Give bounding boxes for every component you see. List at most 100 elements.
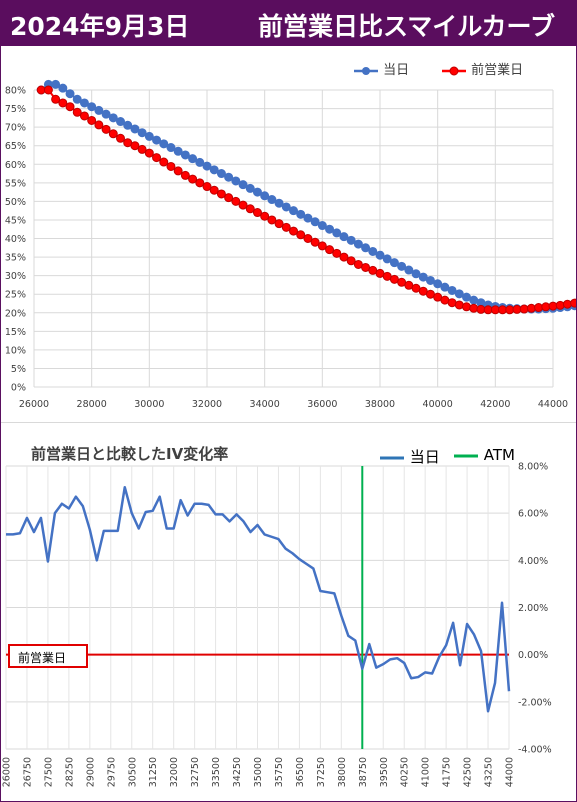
x-tick-label: 28000 — [77, 399, 107, 410]
data-point-today — [274, 198, 284, 208]
x-tick-label: 31250 — [148, 757, 159, 787]
data-point-today — [310, 217, 320, 227]
data-point-today — [418, 272, 428, 282]
data-point-prev — [570, 298, 576, 308]
data-point-today — [289, 206, 298, 216]
data-point-prev — [555, 300, 565, 310]
y-tick-label: 10% — [5, 345, 26, 356]
iv-change-title: 前営業日と比較したIV変化率 — [31, 445, 229, 463]
x-tick-label: 38000 — [365, 399, 395, 410]
data-point-prev — [173, 166, 183, 176]
data-point-prev — [202, 182, 212, 192]
x-tick-label: 38750 — [358, 757, 369, 787]
data-point-prev — [209, 185, 219, 195]
series-line-iv-change — [6, 485, 511, 713]
data-point-prev — [79, 111, 89, 121]
data-point-today — [317, 221, 327, 231]
data-point-prev — [325, 245, 335, 255]
data-point-today — [281, 202, 291, 212]
data-point-prev — [195, 178, 205, 188]
y-tick-label: 0.00% — [518, 650, 548, 661]
data-point-prev — [116, 133, 125, 143]
x-tick-label: 36000 — [307, 399, 337, 410]
data-point-prev — [289, 226, 298, 236]
y-tick-label: 75% — [5, 104, 26, 115]
legend-today: 当日 — [353, 59, 409, 78]
data-point-prev — [260, 211, 270, 221]
data-point-prev — [94, 120, 104, 130]
data-point-prev — [166, 161, 176, 171]
x-tick-label: 34250 — [232, 757, 243, 787]
data-point-today — [339, 232, 349, 242]
x-tick-label: 41750 — [442, 757, 453, 787]
x-tick-label: 40250 — [400, 757, 411, 787]
data-point-prev — [274, 219, 284, 229]
data-point-today — [51, 79, 61, 89]
data-point-prev — [152, 153, 162, 163]
x-tick-label: 42500 — [463, 757, 474, 787]
data-point-prev — [281, 222, 291, 232]
legend-prev-marker — [442, 66, 466, 75]
data-point-prev — [454, 300, 464, 310]
y-tick-label: 4.00% — [518, 556, 548, 567]
x-tick-label: 44000 — [505, 757, 516, 787]
data-point-prev — [87, 115, 97, 125]
data-point-today — [303, 213, 313, 223]
data-point-prev — [332, 248, 342, 258]
data-point-today — [58, 83, 68, 93]
data-point-today — [231, 176, 241, 186]
legend-prev: 前営業日 — [441, 59, 523, 78]
y-tick-label: 6.00% — [518, 509, 548, 520]
header-bar: 2024年9月3日 前営業日比スマイルカーブ — [0, 0, 577, 46]
data-point-prev — [317, 241, 327, 251]
data-point-today — [159, 139, 169, 149]
y-tick-label: 30% — [5, 271, 26, 282]
report-date: 2024年9月3日 — [10, 12, 190, 41]
data-point-prev — [252, 208, 262, 218]
y-tick-label: 80% — [5, 86, 26, 97]
data-point-today — [440, 282, 450, 292]
data-point-today — [454, 289, 464, 299]
legend2-today-marker — [380, 456, 404, 459]
data-point-prev — [562, 299, 572, 309]
x-tick-label: 38000 — [337, 757, 348, 787]
data-point-prev — [108, 129, 118, 139]
y-tick-label: 2.00% — [518, 603, 548, 614]
data-point-today — [137, 128, 147, 138]
data-point-prev — [267, 215, 277, 225]
data-point-prev — [231, 196, 241, 206]
prev-day-label: 前営業日 — [8, 644, 88, 668]
data-point-today — [375, 250, 385, 260]
x-tick-label: 26750 — [22, 757, 33, 787]
data-point-prev — [72, 107, 82, 117]
data-point-today — [195, 157, 205, 167]
data-point-today — [224, 172, 234, 182]
data-point-prev — [188, 174, 198, 184]
y-tick-label: 8.00% — [518, 462, 548, 473]
y-tick-label: 50% — [5, 197, 26, 208]
data-point-today — [404, 265, 414, 275]
data-point-today — [238, 180, 248, 190]
data-point-prev — [346, 256, 356, 266]
y-tick-label: 40% — [5, 234, 26, 245]
data-point-today — [209, 165, 219, 175]
data-point-today — [389, 258, 399, 268]
y-tick-label: 15% — [5, 327, 26, 338]
data-point-today — [346, 235, 356, 245]
data-point-today — [202, 161, 212, 171]
data-point-today — [411, 269, 421, 279]
x-tick-label: 32750 — [190, 757, 201, 787]
legend2-atm: ATM — [453, 446, 515, 464]
data-point-today — [188, 154, 198, 164]
x-tick-label: 26000 — [19, 399, 49, 410]
data-point-today — [332, 228, 342, 238]
data-point-today — [65, 89, 75, 99]
legend2-today: 当日 — [379, 446, 440, 467]
x-tick-label: 33500 — [211, 757, 222, 787]
data-point-today — [267, 195, 277, 205]
y-tick-label: 35% — [5, 253, 26, 264]
x-tick-label: 36500 — [295, 757, 306, 787]
data-point-prev — [216, 189, 226, 199]
x-tick-label: 39500 — [379, 757, 390, 787]
data-point-prev — [159, 157, 169, 167]
